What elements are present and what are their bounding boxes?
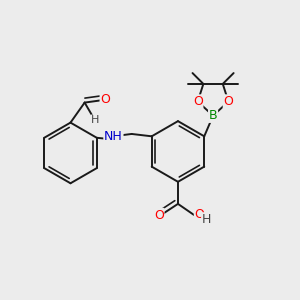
Text: O: O: [100, 93, 110, 106]
Text: NH: NH: [104, 130, 123, 143]
Text: O: O: [194, 208, 204, 221]
Text: O: O: [193, 95, 203, 108]
Text: O: O: [154, 208, 164, 222]
Text: O: O: [224, 95, 233, 108]
Text: H: H: [202, 213, 211, 226]
Text: B: B: [209, 109, 218, 122]
Text: H: H: [91, 115, 99, 125]
